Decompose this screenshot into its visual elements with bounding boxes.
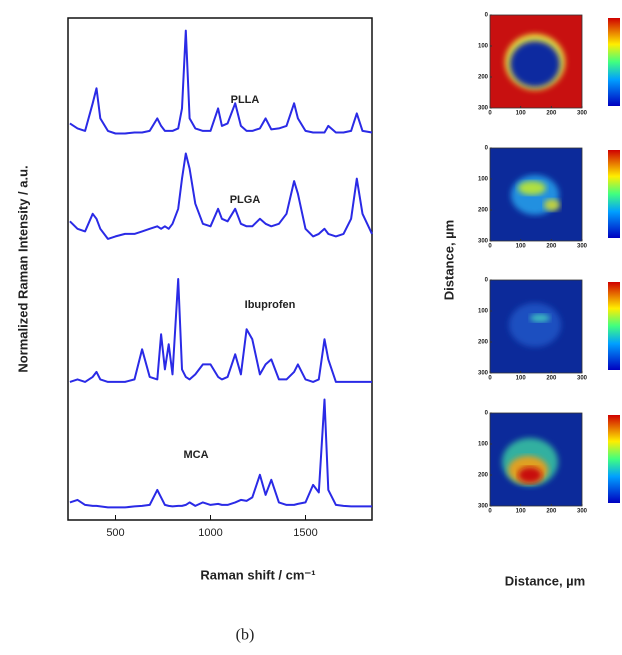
- y-tick-label: 100: [478, 177, 489, 183]
- x-axis-label: Raman shift / cm⁻¹: [200, 567, 315, 582]
- heatmap-frame: [489, 147, 583, 242]
- y-tick-label: 0: [485, 411, 489, 417]
- colorbar: [608, 150, 620, 238]
- heatmap-1: [490, 15, 582, 108]
- y-axis-label: Normalized Raman Intensity / a.u.: [15, 165, 30, 372]
- plot-frame: [67, 17, 373, 521]
- x-tick-label: 0: [488, 509, 492, 515]
- x-tick-label: 0: [488, 111, 492, 117]
- series-label: PLLA: [231, 94, 260, 106]
- y-tick-label: 200: [478, 75, 489, 81]
- x-tick-label: 300: [577, 509, 588, 515]
- y-tick-label: 100: [478, 44, 489, 50]
- spectrum-line: [69, 152, 373, 240]
- heatmap-frame: [489, 412, 583, 507]
- spectrum-line: [69, 398, 372, 509]
- series-label: PLGA: [230, 194, 261, 206]
- heatmap-y-label: Distance, µm: [441, 220, 456, 300]
- y-tick-label: 0: [485, 146, 489, 152]
- x-tick-label: 300: [577, 244, 588, 250]
- colorbar: [608, 415, 620, 503]
- x-tick-label: 500: [106, 527, 124, 539]
- series-label: Ibuprofen: [245, 299, 296, 311]
- spectrum-line: [69, 278, 372, 383]
- y-tick-label: 200: [478, 473, 489, 479]
- series-label: MCA: [183, 449, 208, 461]
- y-tick-label: 0: [485, 278, 489, 284]
- x-tick-label: 200: [546, 509, 557, 515]
- x-tick-label: 0: [488, 376, 492, 382]
- heatmap-frame: [489, 279, 583, 374]
- y-tick-label: 100: [478, 442, 489, 448]
- heatmap-2: [490, 148, 582, 241]
- x-tick-label: 200: [546, 244, 557, 250]
- y-tick-label: 100: [478, 309, 489, 315]
- y-tick-label: 300: [478, 106, 489, 112]
- y-tick-label: 0: [485, 13, 489, 19]
- spectrum-line: [69, 29, 373, 135]
- y-tick-label: 300: [478, 504, 489, 510]
- heatmap-4: [490, 413, 582, 506]
- x-tick-label: 100: [516, 509, 527, 515]
- colorbar: [608, 18, 620, 106]
- y-tick-label: 300: [478, 239, 489, 245]
- x-tick-label: 100: [516, 376, 527, 382]
- x-tick-label: 100: [516, 111, 527, 117]
- x-tick-label: 300: [577, 111, 588, 117]
- x-tick-label: 200: [546, 376, 557, 382]
- y-tick-label: 300: [478, 371, 489, 377]
- x-tick-label: 300: [577, 376, 588, 382]
- y-tick-label: 200: [478, 208, 489, 214]
- heatmap-frame: [489, 14, 583, 109]
- x-tick-label: 1500: [293, 527, 317, 539]
- y-tick-label: 200: [478, 340, 489, 346]
- x-tick-label: 0: [488, 244, 492, 250]
- heatmap-3: [490, 280, 582, 373]
- x-tick-label: 100: [516, 244, 527, 250]
- caption: (b): [236, 627, 255, 644]
- x-tick-label: 1000: [198, 527, 222, 539]
- colorbar: [608, 282, 620, 370]
- x-tick-label: 200: [546, 111, 557, 117]
- heatmap-x-label: Distance, µm: [505, 573, 585, 588]
